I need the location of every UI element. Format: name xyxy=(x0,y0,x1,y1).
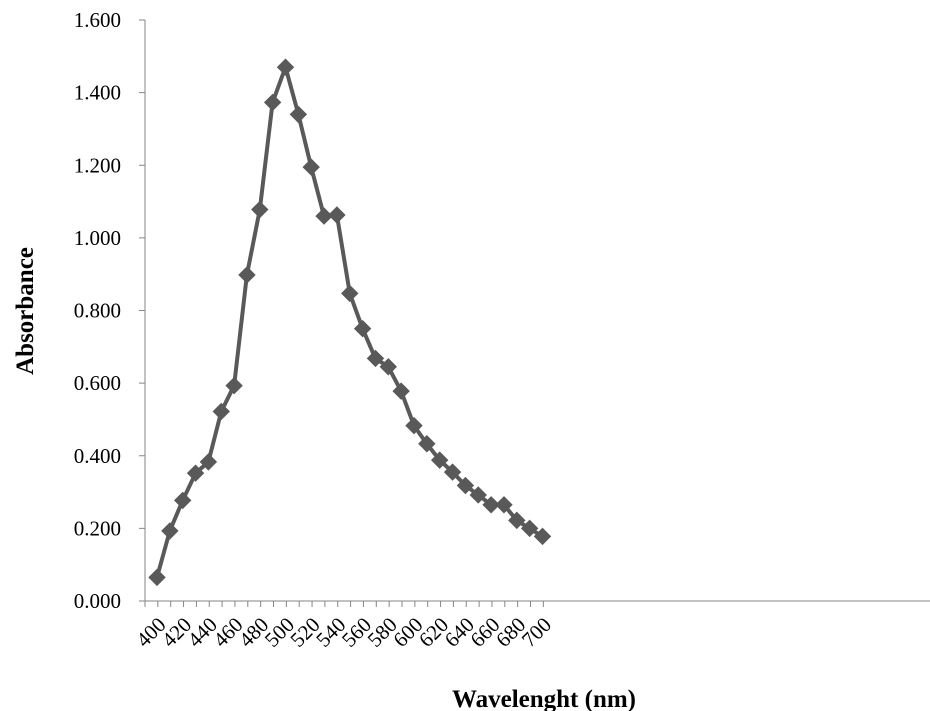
y-tick-label: 0.600 xyxy=(74,371,121,395)
data-point-marker xyxy=(392,382,410,400)
data-point-marker xyxy=(495,496,513,514)
y-axis-title: Absorbance xyxy=(12,247,39,375)
y-tick-label: 1.000 xyxy=(74,226,121,250)
data-point-marker xyxy=(482,496,500,514)
data-point-marker xyxy=(276,58,295,76)
data-point-marker xyxy=(443,463,462,481)
data-point-marker xyxy=(520,519,539,538)
data-point-marker xyxy=(533,527,552,546)
x-axis-title: Wavelenght (nm) xyxy=(452,686,636,711)
data-point-marker xyxy=(225,376,243,395)
x-tick-label: 700 xyxy=(517,613,556,652)
data-point-marker xyxy=(508,511,526,530)
data-point-marker xyxy=(263,93,282,112)
data-point-marker xyxy=(469,486,487,504)
data-point-marker xyxy=(238,266,256,284)
data-point-marker xyxy=(289,105,308,124)
data-point-marker xyxy=(430,451,449,469)
x-axis: 4004204404604805005205405605806006206406… xyxy=(131,600,930,652)
data-point-marker xyxy=(456,476,475,495)
y-tick-label: 0.400 xyxy=(74,444,121,468)
data-point-marker xyxy=(353,319,372,338)
y-tick-label: 1.200 xyxy=(74,153,121,177)
data-point-marker xyxy=(186,464,205,482)
y-tick-label: 0.200 xyxy=(74,516,121,540)
data-point-marker xyxy=(173,491,192,510)
data-point-marker xyxy=(148,568,166,587)
y-tick-label: 0.800 xyxy=(74,299,121,323)
y-tick-label: 1.600 xyxy=(74,8,121,32)
data-point-marker xyxy=(315,207,333,225)
data-point-marker xyxy=(199,453,218,471)
series-group xyxy=(148,58,552,587)
data-point-marker xyxy=(379,358,398,376)
data-point-marker xyxy=(418,435,436,453)
y-axis: 0.000 0.200 0.400 0.600 0.800 1.000 1.200 1.400… xyxy=(74,8,146,613)
data-point-marker xyxy=(405,416,423,435)
data-point-marker xyxy=(366,349,385,368)
data-point-marker xyxy=(302,158,320,176)
y-tick-label: 0.000 xyxy=(74,589,121,613)
series-line xyxy=(155,65,544,578)
data-point-marker xyxy=(328,206,346,224)
data-point-marker xyxy=(161,522,179,540)
y-tick-label: 1.400 xyxy=(74,81,121,105)
data-point-marker xyxy=(251,200,269,219)
data-point-marker xyxy=(212,402,230,421)
data-point-marker xyxy=(341,284,359,303)
